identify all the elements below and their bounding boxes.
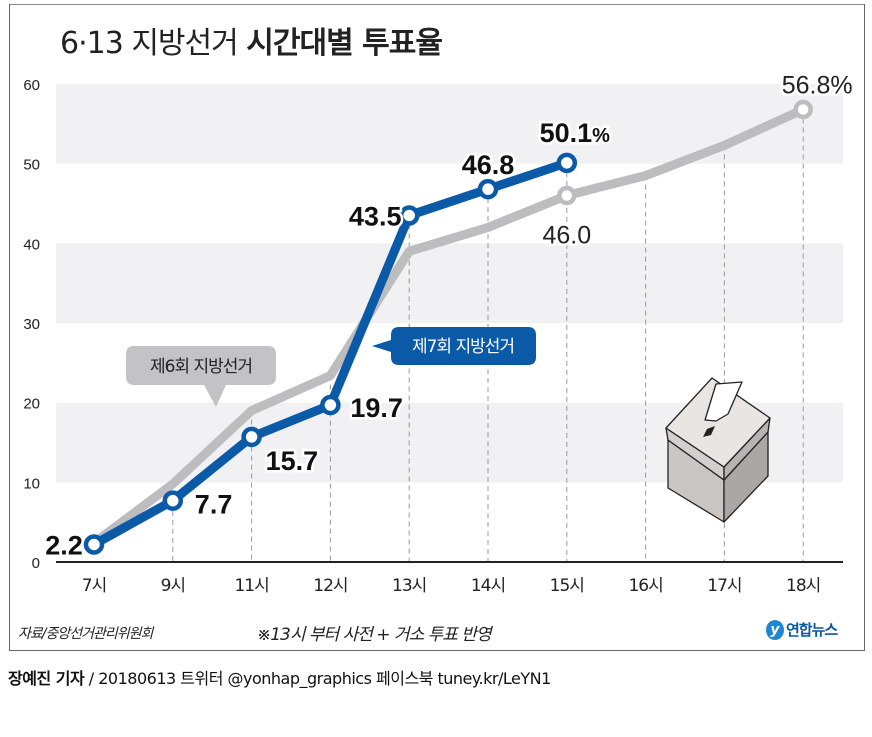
data-point-7th — [398, 205, 420, 226]
y-tick-label: 60 — [23, 77, 40, 94]
logo-text: 연합뉴스 — [786, 621, 838, 639]
y-tick-labels: 0 10 20 30 40 50 60 — [23, 77, 40, 572]
yonhap-logo: y 연합뉴스 — [766, 619, 838, 640]
data-point-7th — [241, 426, 262, 448]
x-tick-label: 7시 — [82, 576, 106, 596]
logo-mark-icon: y — [766, 619, 784, 640]
credit-author: 장예진 기자 — [8, 669, 85, 688]
x-tick-label: 12시 — [313, 576, 347, 596]
data-label-7th: 7.7 — [195, 490, 233, 520]
data-label-6th: 56.8% — [782, 71, 853, 99]
y-tick-label: 40 — [23, 236, 40, 253]
data-label-7th: 46.8 — [462, 150, 515, 180]
data-label-7th: 50.1% — [540, 118, 611, 148]
y-tick-label: 20 — [23, 396, 40, 413]
chart-title: 6·13 지방선거 시간대별 투표율 — [60, 18, 443, 62]
y-tick-label: 30 — [23, 316, 40, 333]
series-line-6th — [91, 105, 806, 547]
grid-band — [56, 84, 843, 164]
data-point-7th — [83, 534, 105, 555]
x-tick-label: 15시 — [550, 576, 584, 596]
footnote: ※13시 부터 사전 + 거소 투표 반영 — [257, 625, 492, 645]
x-tick-label: 16시 — [628, 576, 662, 596]
data-point-6th — [793, 99, 813, 120]
data-label-7th: 15.7 — [266, 446, 319, 476]
credit-line: 장예진 기자 / 20180613 트위터 @yonhap_graphics 페… — [8, 665, 551, 689]
data-point-7th — [162, 490, 184, 511]
credit-details: / 20180613 트위터 @yonhap_graphics 페이스북 tun… — [84, 669, 552, 688]
data-point-7th — [477, 178, 499, 200]
ballot-box-icon — [665, 377, 771, 523]
x-tick-label: 18시 — [786, 576, 820, 596]
y-tick-label: 10 — [23, 475, 40, 492]
data-labels: 2.2 7.7 15.7 19.7 43.5 46.8 50.1% 46.0 56.8% — [43, 69, 855, 563]
grid-band — [56, 243, 843, 323]
legend-label-7th: 제7회 지방선거 — [412, 337, 514, 357]
title-light: 6·13 지방선거 — [60, 26, 239, 61]
x-tick-label: 11시 — [234, 576, 268, 596]
data-label-7th: 43.5 — [349, 201, 402, 231]
legend-bubble-7th: 제7회 지방선거 — [372, 327, 536, 365]
graphic-frame — [9, 4, 865, 651]
frame-top-border — [9, 4, 865, 5]
source-note: 자료/중앙선거관리위원회 — [18, 626, 153, 642]
data-label-7th: 19.7 — [350, 393, 403, 423]
series-7th-election — [83, 152, 578, 555]
data-point-7th — [556, 152, 578, 174]
x-tick-labels: 7시 9시 11시 12시 13시 14시 15시 16시 17시 18시 — [82, 576, 822, 596]
x-tick-label: 13시 — [392, 576, 426, 596]
title-bold: 시간대별 투표율 — [246, 26, 443, 61]
x-tick-label: 9시 — [161, 576, 185, 596]
y-tick-label: 50 — [23, 157, 40, 174]
data-point-7th — [320, 394, 341, 416]
legend-label-6th: 제6회 지방선거 — [150, 357, 252, 377]
data-point-6th — [557, 185, 577, 206]
y-tick-label: 0 — [32, 555, 40, 572]
legend-bubble-6th: 제6회 지방선거 — [126, 346, 276, 407]
data-label-6th: 46.0 — [542, 222, 591, 250]
data-label-7th: 2.2 — [45, 530, 83, 560]
series-6th-election — [91, 99, 813, 547]
x-tick-label: 14시 — [471, 576, 505, 596]
x-tick-label: 17시 — [707, 576, 741, 596]
